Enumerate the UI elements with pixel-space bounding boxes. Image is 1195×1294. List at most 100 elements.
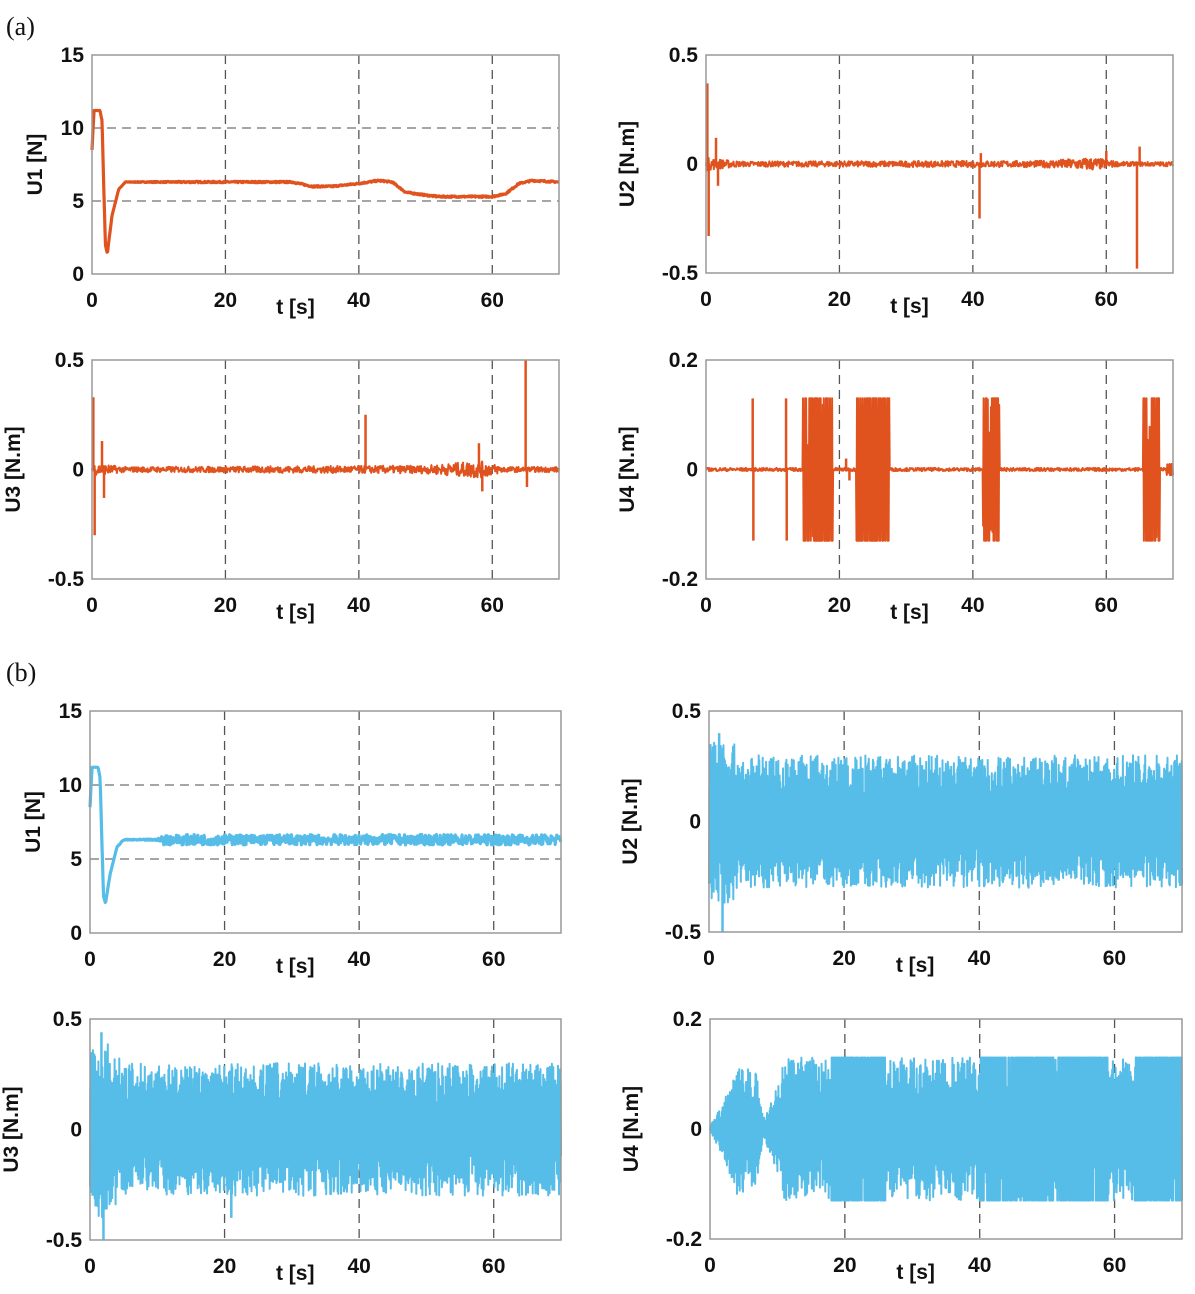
y-tick-label: 0 [686, 153, 698, 176]
x-axis-label: t [s] [276, 955, 315, 978]
y-tick-label: -0.5 [46, 1229, 83, 1252]
chart-svg: 0 20 40 60-0.500.5t [s]U2 [N.m] [616, 44, 1174, 318]
y-axis-label: U2 [N.m] [616, 121, 639, 207]
axes-frame [708, 710, 1183, 933]
x-tick-label: 60 [482, 948, 505, 971]
chart-svg: 0 20 40 60 0 5 10 15 t [s] U1 [N] [22, 700, 563, 978]
y-tick-label: 10 [61, 117, 84, 140]
plot-b-u4: 0 20 40 60 -0.2 0 0.2 t [s] U4 [N.m] [620, 1008, 1183, 1284]
plot-a-u4: 0 20 40 60 -0.2 0 0.2 t [s] U4 [N.m] [616, 349, 1174, 624]
y-axis-label: U1 [N] [24, 134, 47, 196]
axes-frame [709, 1018, 1183, 1240]
panel-label-b: (b) [6, 658, 37, 687]
axes-frame [91, 359, 560, 580]
chart-svg: 0 20 40 60-0.200.2t [s]U4 [N.m] [620, 1008, 1183, 1284]
x-tick-label: 20 [214, 289, 237, 312]
plot-b-u2: 0 20 40 60 -0.5 0 0.5 t [s] U2 [N.m] [619, 700, 1183, 977]
y-tick-label: 0.2 [673, 1008, 702, 1031]
x-tick-label: 40 [347, 948, 370, 971]
y-tick-label: -0.5 [665, 921, 702, 944]
x-tick-label: 60 [481, 289, 504, 312]
y-tick-label: -0.5 [662, 262, 699, 285]
x-tick-label: 60 [1095, 288, 1118, 311]
x-tick-label: 20 [832, 947, 855, 970]
y-axis-label: U1 [N] [22, 791, 45, 853]
y-tick-label: 0.5 [669, 44, 699, 67]
axes-frame [705, 54, 1174, 274]
chart-svg: 0 20 40 60-0.200.2t [s]U4 [N.m] [616, 349, 1174, 624]
plot-b-u3: 0 20 40 60 -0.5 0 0.5 t [s] U3 [N.m] [0, 1008, 562, 1285]
x-tick-label: 40 [347, 289, 370, 312]
y-axis-label: U2 [N.m] [619, 778, 642, 864]
x-tick-label: 40 [961, 594, 984, 617]
chart-svg: 0 20 40 60-0.500.5t [s]U3 [N.m] [0, 1008, 562, 1285]
y-tick-label: -0.2 [666, 1228, 702, 1251]
y-tick-label: 0.5 [672, 700, 702, 723]
y-tick-label: 0 [72, 459, 84, 482]
chart-svg: 0 20 40 60 0 5 10 15 t [s] U1 [N] [24, 44, 561, 319]
y-tick-label: 0 [70, 922, 82, 945]
x-axis-label: t [s] [890, 601, 929, 624]
x-tick-label: 40 [347, 594, 370, 617]
y-tick-label: 0 [689, 811, 701, 834]
x-tick-label: 40 [968, 1254, 991, 1277]
x-tick-label: 60 [1103, 947, 1126, 970]
y-tick-label: 15 [59, 700, 83, 723]
x-tick-label: 20 [833, 1254, 856, 1277]
y-tick-label: 0 [686, 459, 698, 482]
axes-frame [91, 54, 560, 275]
x-axis-label: t [s] [276, 1262, 315, 1285]
y-tick-label: 5 [72, 190, 84, 213]
x-axis-label: t [s] [276, 296, 315, 319]
series-line-a-u3 [91, 460, 560, 479]
x-tick-label: 40 [968, 947, 991, 970]
x-axis-label: t [s] [896, 1261, 935, 1284]
x-tick-label: 20 [828, 288, 851, 311]
x-axis-label: t [s] [276, 601, 315, 624]
axes-frame [705, 359, 1174, 580]
series-line-b-u4 [709, 1056, 1183, 1202]
x-tick-label: 40 [347, 1255, 370, 1278]
x-tick-label: 0 [86, 594, 98, 617]
x-tick-label: 40 [961, 288, 984, 311]
x-tick-label: 0 [84, 1255, 96, 1278]
y-tick-label: 0.5 [53, 1008, 83, 1031]
axes-frame [89, 710, 562, 934]
axes-frame [89, 1018, 562, 1241]
y-axis-label: U4 [N.m] [616, 426, 639, 512]
y-tick-label: 15 [61, 44, 85, 67]
series-line-b-u3 [89, 1043, 562, 1219]
chart-svg: 0 20 40 60-0.500.5t [s]U3 [N.m] [2, 349, 560, 624]
y-axis-label: U4 [N.m] [620, 1086, 643, 1172]
x-axis-label: t [s] [890, 295, 929, 318]
x-tick-label: 0 [700, 288, 712, 311]
chart-svg: 0 20 40 60-0.500.5t [s]U2 [N.m] [619, 700, 1183, 977]
plot-a-u1: 0 20 40 60 0 5 10 15 t [s] U1 [N] [24, 44, 561, 319]
series-line-a-u4 [705, 397, 1174, 542]
x-tick-label: 20 [213, 948, 236, 971]
y-axis-label: U3 [N.m] [0, 1086, 23, 1172]
x-tick-label: 0 [86, 289, 98, 312]
y-tick-label: -0.5 [48, 568, 85, 591]
y-tick-label: 0.5 [55, 349, 85, 372]
plot-a-u3: 0 20 40 60 -0.5 0 0.5 t [s] U3 [N.m] [2, 349, 560, 624]
y-tick-label: 0 [70, 1119, 82, 1142]
y-tick-label: 10 [59, 774, 82, 797]
panel-label-a: (a) [6, 12, 35, 41]
plot-b-u1: 0 20 40 60 0 5 10 15 t [s] U1 [N] [22, 700, 563, 978]
x-tick-label: 0 [703, 947, 715, 970]
x-axis-label: t [s] [896, 954, 935, 977]
plot-a-u2: 0 20 40 60 -0.5 0 0.5 t [s] U2 [N.m] [616, 44, 1174, 318]
y-axis-label: U3 [N.m] [2, 426, 25, 512]
x-tick-label: 20 [213, 1255, 236, 1278]
y-tick-label: 0 [72, 263, 84, 286]
x-tick-label: 60 [1095, 594, 1118, 617]
x-tick-label: 0 [700, 594, 712, 617]
series-line-a-u1 [90, 108, 561, 254]
x-tick-label: 0 [704, 1254, 716, 1277]
y-tick-label: 5 [70, 848, 82, 871]
y-tick-label: 0 [690, 1118, 702, 1141]
x-tick-label: 60 [482, 1255, 505, 1278]
x-tick-label: 60 [1103, 1254, 1126, 1277]
series-line-b-u1 [88, 765, 563, 904]
